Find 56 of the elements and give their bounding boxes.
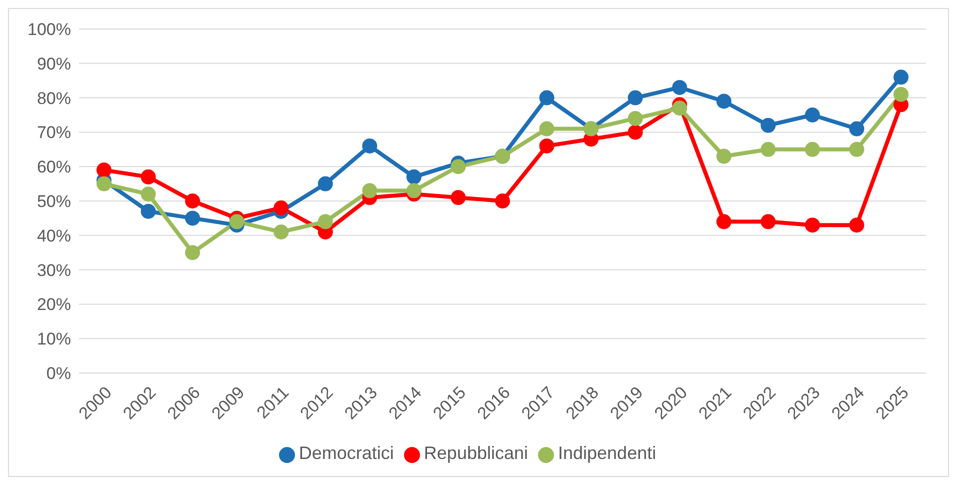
point	[96, 162, 112, 178]
point	[274, 200, 289, 216]
y-tick-label: 90%	[36, 54, 71, 74]
point	[450, 159, 466, 174]
point	[894, 70, 908, 85]
point	[406, 169, 422, 184]
point	[716, 94, 732, 109]
y-tick-label: 70%	[36, 123, 71, 142]
point	[185, 245, 200, 260]
y-tick-label: 50%	[36, 192, 71, 212]
point	[804, 218, 820, 233]
point	[140, 186, 156, 202]
point	[672, 80, 688, 95]
y-tick-label: 100%	[28, 20, 71, 40]
point	[628, 90, 643, 106]
point	[628, 110, 643, 126]
point	[140, 169, 156, 184]
y-tick-label: 60%	[36, 158, 71, 177]
point	[804, 142, 820, 157]
y-tick-label: 80%	[36, 88, 71, 108]
point	[362, 183, 378, 198]
point	[849, 121, 864, 136]
point	[539, 121, 554, 136]
y-tick-label: 0%	[46, 364, 71, 384]
y-tick-label: 20%	[36, 295, 71, 314]
point	[716, 148, 732, 164]
point	[539, 90, 554, 106]
legend-label: Democratici	[298, 443, 394, 463]
point	[849, 218, 864, 233]
point	[894, 86, 908, 102]
point	[672, 100, 688, 116]
y-tick-label: 10%	[36, 330, 71, 349]
point	[450, 190, 466, 206]
point	[760, 142, 776, 157]
point	[362, 138, 378, 154]
point	[229, 214, 244, 230]
point	[185, 194, 200, 208]
point	[760, 214, 776, 230]
legend-label: Indipendenti	[558, 443, 656, 463]
point	[140, 204, 156, 219]
point	[495, 194, 510, 208]
point	[804, 108, 820, 122]
point	[716, 214, 732, 230]
point	[849, 142, 864, 157]
point	[760, 118, 776, 133]
legend-label: Repubblicani	[424, 443, 528, 463]
point	[406, 183, 422, 198]
point	[185, 210, 200, 226]
point	[539, 138, 554, 154]
point	[318, 214, 333, 230]
point	[318, 176, 333, 192]
y-tick-label: 40%	[36, 226, 71, 246]
point	[274, 224, 289, 240]
point	[628, 124, 643, 140]
y-tick-label: 30%	[36, 260, 71, 280]
point	[96, 176, 112, 192]
